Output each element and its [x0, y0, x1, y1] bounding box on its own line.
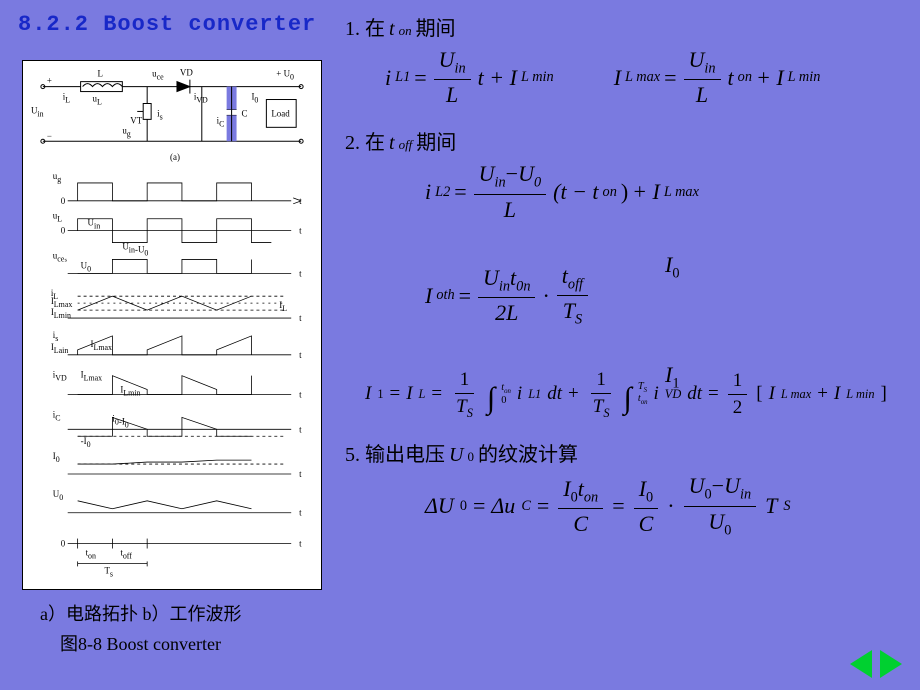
lone-I0: I0 — [665, 252, 679, 282]
svg-text:−: − — [47, 131, 52, 141]
nav-controls — [850, 650, 902, 678]
svg-text:I0: I0 — [251, 92, 258, 105]
svg-text:uce: uce — [152, 69, 164, 82]
svg-text:VD: VD — [180, 68, 193, 78]
formula-area: 1. 在 ton 期间 iL1 = UinL t + IL min IL max… — [345, 12, 915, 557]
svg-text:iVD: iVD — [53, 370, 67, 383]
caption-ab: a）电路拓扑 b）工作波形 — [40, 600, 242, 626]
svg-text:toff: toff — [120, 547, 132, 560]
svg-text:Ts: Ts — [104, 565, 113, 578]
svg-text:is: is — [157, 108, 163, 121]
svg-text:0: 0 — [61, 539, 66, 549]
eq-1: iL1 = UinL t + IL min IL max = UinL ton … — [385, 47, 915, 108]
svg-text:t: t — [299, 508, 302, 518]
svg-text:L: L — [98, 69, 103, 79]
svg-text:iVD: iVD — [194, 92, 208, 105]
svg-text:ug: ug — [53, 171, 61, 184]
section-header: 8.2.2 Boost converter — [18, 12, 316, 37]
svg-text:VT: VT — [130, 115, 142, 125]
item-2: 2. 在 toff 期间 — [345, 126, 915, 155]
item-5: 5. 输出电压 U0 的纹波计算 — [345, 438, 915, 467]
svg-text:Uin-U0: Uin-U0 — [122, 242, 148, 258]
svg-text:0: 0 — [61, 226, 66, 236]
svg-text:t: t — [299, 313, 302, 323]
svg-text:Uin: Uin — [88, 218, 101, 231]
svg-text:ton: ton — [86, 547, 96, 560]
eq-5: ΔU0 = ΔuC = I0ton C = I0 C · U0−Uin U0 T… — [425, 473, 915, 539]
svg-text:Load: Load — [271, 108, 290, 118]
svg-text:t: t — [299, 268, 302, 278]
prev-button[interactable] — [850, 650, 872, 678]
next-button[interactable] — [880, 650, 902, 678]
svg-text:uL: uL — [93, 94, 102, 107]
svg-text:U0: U0 — [81, 260, 91, 273]
svg-text:t: t — [299, 424, 302, 434]
svg-text:iL: iL — [63, 92, 70, 105]
svg-text:ug: ug — [122, 125, 130, 138]
svg-text:t: t — [299, 350, 302, 360]
svg-text:U0: U0 — [53, 489, 63, 502]
svg-text:iC: iC — [217, 115, 225, 128]
svg-text:Uin: Uin — [31, 105, 44, 118]
svg-text:ILain: ILain — [51, 342, 69, 355]
svg-text:t: t — [299, 539, 302, 549]
svg-text:t: t — [299, 469, 302, 479]
svg-text:iC: iC — [53, 409, 61, 422]
svg-text:t: t — [299, 390, 302, 400]
lone-I1: I1 — [665, 362, 679, 392]
caption-fig: 图8-8 Boost converter — [60, 630, 221, 656]
eq-2: iL2 = Uin−U0 L (t − ton) + IL max — [425, 161, 915, 222]
svg-text:I0: I0 — [53, 451, 60, 464]
svg-text:+ U0: + U0 — [276, 69, 294, 82]
svg-text:+: + — [47, 76, 52, 86]
svg-text:uceₛ: uceₛ — [53, 250, 68, 263]
svg-text:i0-I0: i0-I0 — [112, 413, 128, 429]
svg-text:t: t — [299, 226, 302, 236]
svg-text:-I0: -I0 — [81, 436, 91, 449]
svg-text:(a): (a) — [170, 152, 180, 162]
svg-text:ILmax: ILmax — [91, 339, 113, 352]
svg-text:uL: uL — [53, 211, 62, 224]
svg-text:t: t — [299, 196, 302, 206]
svg-text:IL: IL — [279, 300, 287, 313]
svg-text:ILmin: ILmin — [120, 385, 140, 398]
svg-text:C: C — [242, 108, 248, 118]
item-1: 1. 在 ton 期间 — [345, 12, 915, 41]
svg-text:0: 0 — [61, 196, 66, 206]
svg-text:ILmax: ILmax — [81, 370, 103, 383]
eq-4: I1 = IL = 1TS ∫ton0 iL1dt + 1TS ∫TSton i… — [365, 369, 915, 421]
figure-box: + − Uin L uce VD + U0 iL uL — [22, 60, 322, 590]
